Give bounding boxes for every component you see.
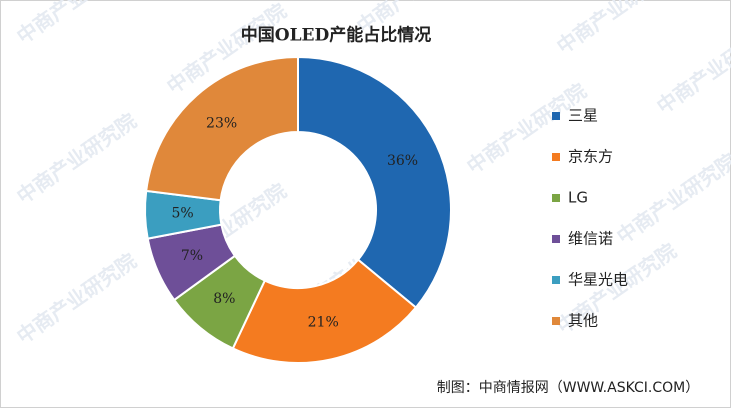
legend-label: 维信诺 bbox=[568, 230, 613, 248]
legend-swatch bbox=[552, 194, 560, 202]
data-label: 21% bbox=[308, 315, 339, 331]
legend-swatch bbox=[552, 276, 560, 284]
source: 制图：中商情报网（WWW.ASKCI.COM） bbox=[437, 380, 699, 396]
chart-title: 中国OLED产能占比情况 bbox=[241, 25, 431, 46]
legend-swatch bbox=[552, 317, 560, 325]
data-label: 5% bbox=[171, 206, 193, 222]
legend-label: 华星光电 bbox=[568, 271, 628, 289]
legend-label: 其他 bbox=[568, 312, 598, 330]
legend-label: LG bbox=[568, 189, 588, 207]
legend-swatch bbox=[552, 153, 560, 161]
donut-slice bbox=[297, 55, 452, 309]
data-label: 36% bbox=[387, 153, 418, 169]
legend-label: 三星 bbox=[568, 107, 598, 125]
data-label: 8% bbox=[213, 291, 235, 307]
donut-slice bbox=[145, 55, 299, 202]
donut-slice bbox=[231, 258, 418, 364]
legend-label: 京东方 bbox=[568, 148, 613, 166]
legend-swatch bbox=[552, 112, 560, 120]
data-label: 23% bbox=[206, 115, 237, 131]
legend-swatch bbox=[552, 235, 560, 243]
data-label: 7% bbox=[181, 248, 203, 264]
